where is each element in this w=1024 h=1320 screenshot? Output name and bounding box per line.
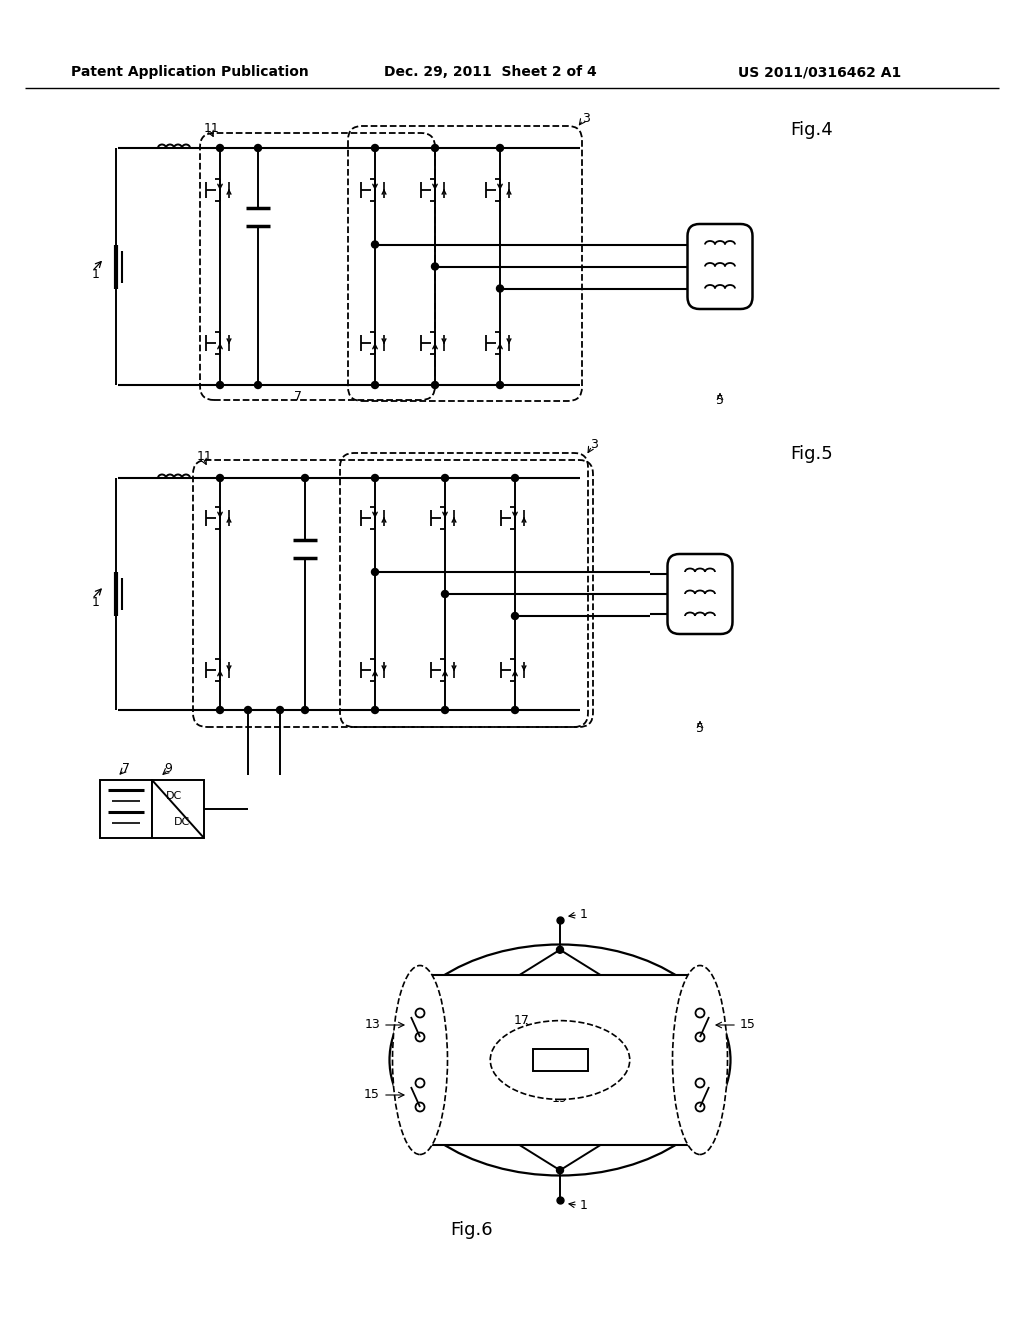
FancyBboxPatch shape	[668, 554, 732, 634]
Text: DC: DC	[166, 791, 182, 801]
Text: 5: 5	[696, 722, 705, 734]
Circle shape	[372, 474, 379, 482]
Circle shape	[372, 242, 379, 248]
Text: 15: 15	[740, 1019, 756, 1031]
Circle shape	[512, 474, 518, 482]
Text: 1: 1	[92, 595, 100, 609]
Text: 17: 17	[514, 1014, 530, 1027]
Text: Patent Application Publication: Patent Application Publication	[71, 65, 309, 79]
Text: 9: 9	[164, 762, 172, 775]
Circle shape	[255, 144, 261, 152]
Circle shape	[441, 706, 449, 714]
Text: Dec. 29, 2011  Sheet 2 of 4: Dec. 29, 2011 Sheet 2 of 4	[384, 65, 596, 79]
Text: DC: DC	[174, 817, 190, 828]
Circle shape	[431, 144, 438, 152]
Circle shape	[216, 381, 223, 388]
Circle shape	[301, 474, 308, 482]
Ellipse shape	[490, 1020, 630, 1100]
Circle shape	[301, 706, 308, 714]
FancyBboxPatch shape	[687, 224, 753, 309]
Circle shape	[372, 569, 379, 576]
Circle shape	[497, 285, 504, 292]
Circle shape	[276, 706, 284, 714]
Circle shape	[216, 706, 223, 714]
Circle shape	[556, 1167, 563, 1173]
Circle shape	[556, 946, 563, 953]
Text: 1: 1	[580, 908, 588, 921]
Circle shape	[245, 706, 252, 714]
Circle shape	[216, 144, 223, 152]
Circle shape	[512, 706, 518, 714]
Text: 1: 1	[92, 268, 100, 281]
Bar	[152, 780, 204, 838]
Text: US 2011/0316462 A1: US 2011/0316462 A1	[738, 65, 901, 79]
Circle shape	[431, 263, 438, 271]
Bar	[100, 780, 152, 838]
Circle shape	[431, 381, 438, 388]
Text: 19: 19	[552, 1092, 568, 1105]
Circle shape	[372, 381, 379, 388]
Circle shape	[441, 590, 449, 598]
Circle shape	[441, 474, 449, 482]
Text: 11: 11	[197, 450, 213, 462]
Text: Fig.6: Fig.6	[450, 1221, 493, 1239]
Ellipse shape	[673, 965, 727, 1155]
Circle shape	[497, 381, 504, 388]
Text: 3: 3	[590, 437, 598, 450]
Circle shape	[497, 144, 504, 152]
Circle shape	[372, 706, 379, 714]
Text: 15: 15	[365, 1089, 380, 1101]
Circle shape	[372, 144, 379, 152]
Text: 3: 3	[582, 111, 590, 124]
Text: Fig.4: Fig.4	[790, 121, 833, 139]
Text: 7: 7	[294, 391, 302, 404]
Text: 1: 1	[580, 1199, 588, 1212]
Text: 5: 5	[716, 393, 724, 407]
Circle shape	[255, 381, 261, 388]
Bar	[420, 975, 700, 1144]
Text: 11: 11	[204, 121, 220, 135]
Ellipse shape	[392, 965, 447, 1155]
Bar	[532, 1049, 588, 1071]
Circle shape	[512, 612, 518, 619]
Circle shape	[216, 474, 223, 482]
Text: 13: 13	[365, 1019, 380, 1031]
Text: Fig.5: Fig.5	[790, 445, 833, 463]
Text: 7: 7	[122, 762, 130, 775]
